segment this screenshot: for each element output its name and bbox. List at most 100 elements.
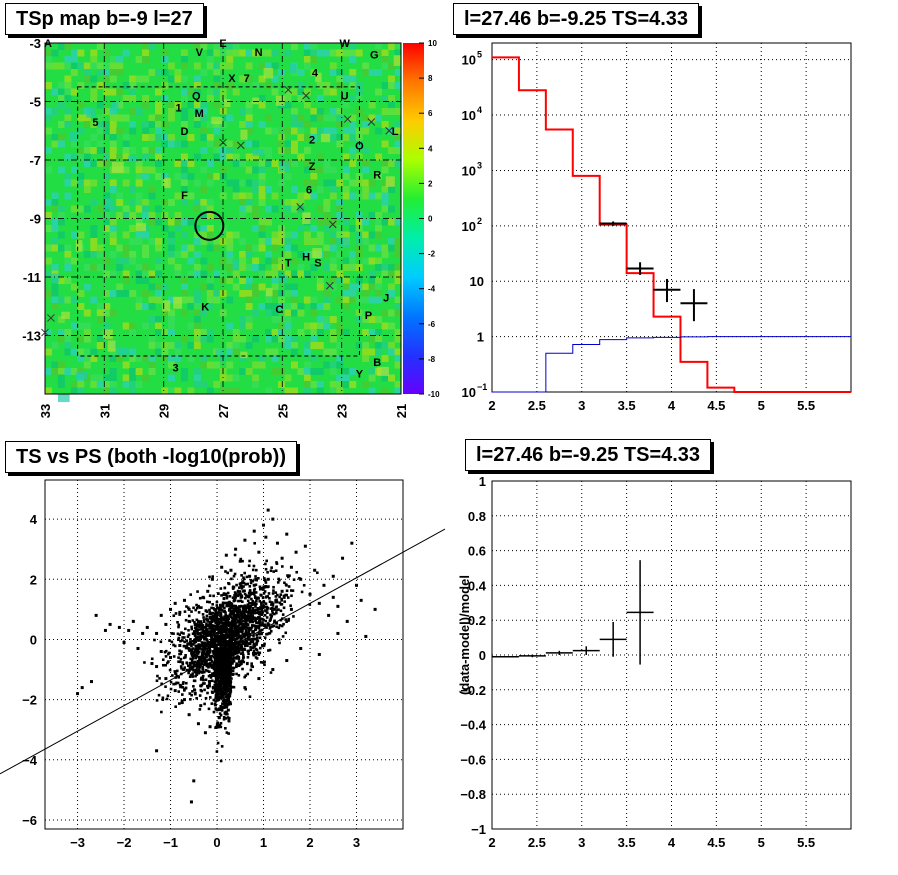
scatter-point (211, 645, 215, 649)
map-pixel (64, 257, 72, 265)
scatter-point (192, 685, 195, 688)
scatter-point (289, 589, 293, 592)
scatter-point (250, 662, 253, 665)
scatter-point (214, 670, 218, 673)
map-pixel (135, 218, 143, 226)
map-pixel (180, 173, 188, 180)
scatter-point (277, 638, 281, 641)
map-pixel (51, 108, 59, 115)
map-pixel (388, 270, 396, 278)
scatter-point (227, 699, 230, 702)
spectrum-y-tick-label: 10 (462, 53, 476, 68)
map-pixel (232, 387, 240, 395)
map-pixel (336, 322, 344, 330)
map-pixel (122, 361, 130, 369)
map-pixel (155, 114, 163, 122)
map-pixel (258, 218, 266, 226)
scatter-point (270, 606, 274, 610)
scatter-point (117, 625, 121, 629)
map-pixel (213, 49, 221, 57)
scatter-point (211, 602, 214, 606)
scatter-point (207, 652, 210, 655)
scatter-x-tick-label: −1 (163, 835, 178, 850)
scatter-point (227, 581, 230, 585)
map-pixel (310, 43, 318, 50)
map-pixel (265, 251, 273, 258)
map-pixel (329, 329, 337, 336)
scatter-point (251, 579, 255, 583)
scatter-point (192, 606, 195, 610)
scatter-point (201, 650, 205, 653)
scatter-point (274, 599, 277, 602)
scatter-point (260, 607, 264, 611)
map-hotspot (340, 237, 350, 248)
residual-x-tick-label: 3.5 (618, 835, 636, 850)
scatter-point (204, 652, 207, 656)
map-pixel (155, 348, 163, 356)
scatter-point (228, 653, 232, 656)
scatter-point (188, 666, 192, 670)
scatter-point (210, 577, 214, 581)
scatter-point (244, 620, 247, 623)
map-pixel (336, 329, 344, 336)
scatter-point (259, 587, 262, 591)
scatter-point (231, 633, 234, 637)
map-pixel (394, 43, 402, 50)
map-pixel (297, 225, 305, 232)
map-pixel (388, 43, 396, 50)
map-pixel (336, 69, 344, 76)
scatter-point (243, 627, 246, 630)
scatter-point (213, 630, 216, 633)
scatter-point (161, 698, 165, 701)
map-pixel (103, 212, 111, 219)
scatter-point (261, 596, 265, 600)
scatter-point (252, 634, 255, 637)
scatter-point (223, 681, 227, 685)
scatter-point (221, 666, 224, 669)
map-pixel (258, 238, 266, 245)
spectrum-x-tick-label: 3.5 (618, 398, 636, 413)
map-pixel (239, 75, 247, 83)
map-pixel (349, 368, 357, 375)
scatter-point (222, 638, 226, 642)
map-pixel (135, 173, 143, 180)
map-pixel (368, 212, 376, 219)
map-cross-marker (41, 328, 49, 337)
map-pixel (290, 309, 298, 317)
map-pixel (232, 374, 240, 382)
map-pixel (187, 160, 195, 167)
map-pixel (161, 121, 169, 128)
scatter-point (336, 631, 340, 635)
map-pixel (148, 192, 156, 200)
scatter-point (239, 604, 243, 608)
scatter-point (195, 606, 199, 610)
scatter-point (200, 653, 204, 656)
map-pixel (135, 166, 143, 174)
map-pixel (90, 49, 98, 57)
map-pixel (96, 309, 104, 317)
scatter-point (289, 565, 293, 569)
scatter-point (226, 667, 230, 671)
map-y-tick-label: -5 (29, 95, 41, 110)
map-pixel (316, 283, 324, 291)
residual-x-tick-label: 2 (488, 835, 495, 850)
map-x-tick-label: 21 (394, 404, 409, 418)
map-pixel (245, 192, 253, 200)
scatter-point (254, 626, 258, 629)
scatter-point (218, 648, 222, 652)
scatter-point (181, 662, 185, 666)
scatter-point (206, 589, 210, 593)
scatter-point (267, 592, 271, 595)
map-pixel (83, 62, 91, 70)
scatter-point (253, 611, 256, 615)
map-pixel (167, 361, 175, 369)
scatter-point (190, 668, 194, 671)
map-pixel (349, 296, 357, 304)
map-pixel (103, 69, 111, 76)
map-pixel (51, 140, 59, 148)
map-pixel (323, 199, 331, 206)
scatter-point (220, 691, 223, 694)
scatter-point (191, 672, 195, 675)
scatter-point (234, 614, 238, 618)
map-pixel (129, 199, 137, 206)
